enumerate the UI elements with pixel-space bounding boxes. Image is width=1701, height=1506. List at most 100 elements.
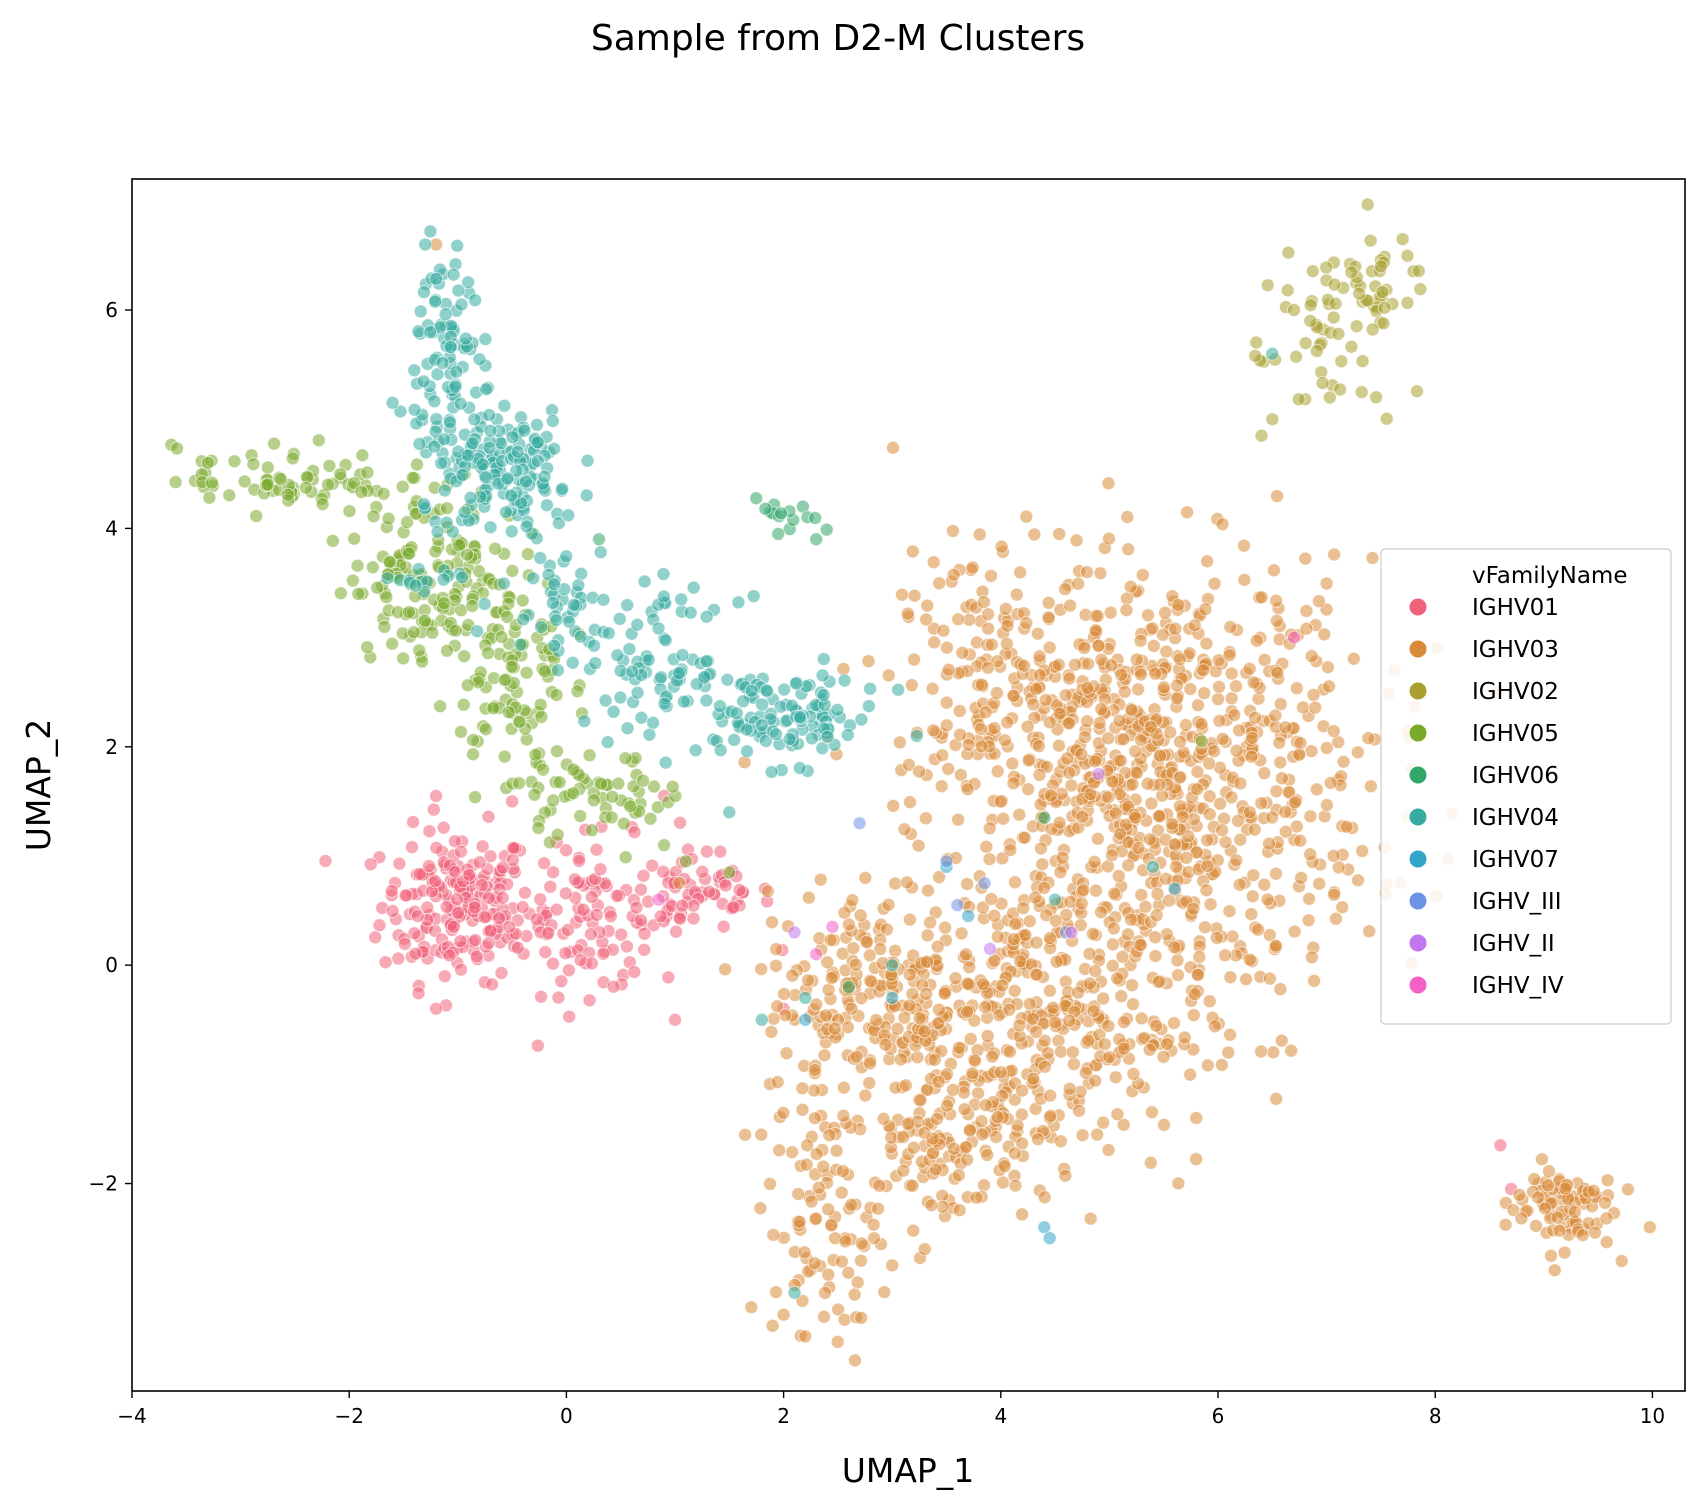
scatter-point-ighv03 xyxy=(1203,897,1218,912)
scatter-point-ighv03 xyxy=(1141,608,1155,623)
scatter-point-ighv03 xyxy=(1274,1033,1289,1048)
legend-marker-ighv07 xyxy=(1408,849,1428,869)
scatter-point-ighv03 xyxy=(1008,1178,1023,1193)
scatter-point-ighv03 xyxy=(1266,1045,1281,1060)
scatter-point-ighv01 xyxy=(506,841,521,855)
scatter-point-ighv03 xyxy=(1129,652,1144,667)
scatter-point-ighv03 xyxy=(997,1159,1012,1174)
scatter-point-ighv03 xyxy=(940,1098,955,1113)
scatter-point-ighv03 xyxy=(917,1242,932,1257)
scatter-point-ighv02 xyxy=(1303,313,1318,328)
scatter-point-ighv03 xyxy=(1022,997,1037,1011)
scatter-point-ighv03 xyxy=(1090,831,1105,846)
scatter-point-ighv03 xyxy=(1183,682,1198,696)
scatter-point-ighv03 xyxy=(1017,830,1032,845)
scatter-point-ighv01 xyxy=(675,898,690,913)
scatter-point-ighv03 xyxy=(925,681,940,696)
scatter-point-ighv03 xyxy=(1117,1041,1132,1056)
scatter-point-ighv03 xyxy=(1131,682,1146,697)
scatter-point-ighv03 xyxy=(823,933,838,947)
scatter-point-ighv03 xyxy=(952,1203,967,1218)
y-tick-label: 2 xyxy=(105,735,118,759)
scatter-point-ighv02 xyxy=(1319,260,1334,275)
scatter-point-ighv01 xyxy=(429,788,444,803)
scatter-point-ighv03 xyxy=(1599,1235,1614,1250)
scatter-point-ighv05 xyxy=(550,827,565,842)
scatter-point-ighv03 xyxy=(902,998,917,1013)
scatter-point-ighv03 xyxy=(1172,770,1187,785)
scatter-point-ighv01 xyxy=(716,919,731,934)
scatter-point-ighv03 xyxy=(984,568,998,583)
scatter-point-ighv03 xyxy=(1030,626,1045,641)
scatter-point-ighv03 xyxy=(1053,865,1068,880)
scatter-point-ighv03 xyxy=(1053,1044,1068,1059)
scatter-point-ighv05 xyxy=(504,659,519,674)
scatter-point-ighv03 xyxy=(1362,924,1377,939)
scatter-point-ighv04 xyxy=(1265,346,1280,361)
scatter-point-ighv04 xyxy=(830,702,845,717)
scatter-point-ighv01 xyxy=(515,900,530,914)
scatter-point-ighv03 xyxy=(920,954,935,969)
scatter-point-ighv05 xyxy=(481,646,495,661)
scatter-point-ighv05 xyxy=(325,533,340,548)
scatter-point-ighv03 xyxy=(1328,911,1343,926)
scatter-point-ighv04 xyxy=(453,396,468,411)
scatter-point-ighv05 xyxy=(370,580,385,595)
scatter-point-ighv04 xyxy=(423,224,438,239)
legend-label-ighv07: IGHV07 xyxy=(1472,847,1559,873)
scatter-point-ighv04 xyxy=(482,440,497,455)
scatter-point-ighv03 xyxy=(1029,1025,1044,1039)
scatter-point-ighv04 xyxy=(470,624,485,639)
scatter-point-ighv03 xyxy=(1213,796,1228,811)
scatter-point-ighv03 xyxy=(1278,805,1293,819)
scatter-point-ighv03 xyxy=(905,544,920,559)
scatter-point-ighv03 xyxy=(1051,657,1066,672)
scatter-point-ighv03 xyxy=(1575,1228,1590,1243)
scatter-point-ighv03 xyxy=(1268,708,1283,723)
legend-label-ighv-ii: IGHV_II xyxy=(1472,931,1555,957)
scatter-point-ighv05 xyxy=(428,544,443,559)
scatter-point-ighv03 xyxy=(1229,853,1244,868)
scatter-point-ighv04 xyxy=(439,515,454,530)
scatter-point-ighv03 xyxy=(1187,618,1202,633)
scatter-point-ighv04 xyxy=(1145,859,1160,874)
scatter-point-ighv03 xyxy=(1165,816,1179,831)
scatter-point-ighv03 xyxy=(1322,679,1337,694)
scatter-point-ighv03 xyxy=(1218,835,1233,849)
scatter-point-ighv03 xyxy=(1326,724,1341,739)
scatter-point-ighv01 xyxy=(372,918,387,933)
scatter-point-ighv03 xyxy=(1112,787,1127,802)
scatter-point-ighv03 xyxy=(1221,1045,1236,1060)
scatter-point-ighv03 xyxy=(798,1329,813,1344)
scatter-point-ighv04 xyxy=(683,605,698,620)
scatter-point-ighv01 xyxy=(533,892,548,907)
scatter-point-ighv03 xyxy=(777,987,792,1001)
scatter-point-ighv01 xyxy=(584,890,599,904)
scatter-point-ighv03 xyxy=(989,686,1004,700)
scatter-point-ighv03 xyxy=(1106,921,1121,936)
scatter-point-ighv03 xyxy=(920,598,935,613)
scatter-point-ighv04 xyxy=(658,633,673,648)
scatter-point-ighv03 xyxy=(836,1108,851,1123)
scatter-point-ighv03 xyxy=(1331,860,1346,875)
scatter-point-ighv05 xyxy=(168,475,183,490)
scatter-point-ighv03 xyxy=(1020,719,1035,734)
scatter-point-ighv05 xyxy=(665,779,680,794)
scatter-point-ighv03 xyxy=(902,912,917,927)
scatter-point-ighv03 xyxy=(863,1056,878,1071)
scatter-point-ighv03 xyxy=(837,1312,852,1327)
scatter-point-ighv03 xyxy=(963,1031,978,1046)
scatter-point-ighv04 xyxy=(526,571,541,586)
scatter-point-ighv04 xyxy=(530,435,545,450)
scatter-point-ighv03 xyxy=(974,677,989,692)
scatter-point-ighv05 xyxy=(594,776,609,791)
scatter-point-ighv03 xyxy=(1289,681,1304,696)
x-tick-label: 4 xyxy=(994,1404,1007,1428)
scatter-point-ighv06 xyxy=(841,980,856,994)
scatter-point-ighv03 xyxy=(1091,638,1106,653)
scatter-point-ighv03 xyxy=(1160,1037,1175,1051)
legend: vFamilyName IGHV01 IGHV03 IGHV02 IGHV05 IGHV… xyxy=(1380,548,1672,1025)
scatter-point-ighv01 xyxy=(429,1001,444,1016)
scatter-point-ighv03 xyxy=(770,1075,785,1090)
scatter-point-ighv03 xyxy=(1150,886,1165,901)
